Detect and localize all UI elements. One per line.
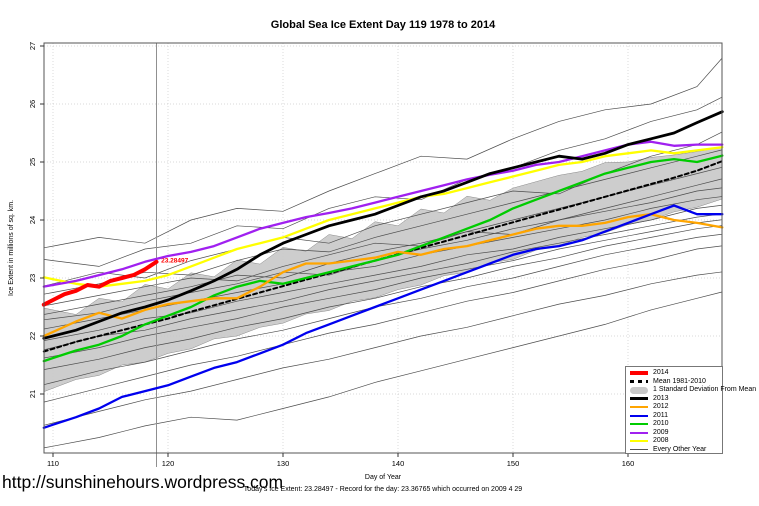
legend-swatch [630, 406, 648, 409]
every-other-year-line [43, 166, 723, 307]
legend-item-2008: 2008 [630, 437, 722, 446]
y-tick-label: 25 [28, 158, 37, 166]
current-extent-annotation: 23.28497 [161, 257, 188, 264]
y-tick-label: 26 [28, 100, 37, 108]
legend-label: 1 Standard Deviation From Mean [653, 386, 757, 393]
legend-swatch [630, 380, 648, 384]
legend-item-2013: 2013 [630, 395, 722, 404]
series-line-2011 [42, 204, 724, 429]
every-other-year-line [43, 245, 723, 403]
x-tick-label: 130 [277, 459, 290, 468]
y-tick-label: 21 [28, 390, 37, 398]
legend-label: 2011 [653, 411, 669, 419]
every-other-year-line [43, 57, 723, 249]
x-tick-label: 120 [162, 459, 175, 468]
every-other-year-line [43, 204, 723, 341]
legend-label: 2008 [653, 437, 669, 444]
series-line-2014 [41, 259, 159, 307]
series-line-2010 [42, 154, 724, 363]
legend-swatch [630, 431, 648, 434]
legend-item-2014: 2014 [630, 369, 722, 378]
legend-item-1-standard-deviation-from-mean: 1 Standard Deviation From Mean [630, 386, 756, 395]
legend-swatch [630, 423, 648, 426]
legend-swatch [630, 386, 648, 394]
y-axis-label: Ice Extent in millions of sq. km. [8, 200, 15, 296]
every-other-year-line [43, 178, 723, 315]
every-other-year-line [43, 233, 723, 386]
legend-item-mean-1981-2010: Mean 1981-2010 [630, 378, 722, 387]
every-other-year-line [43, 196, 723, 330]
legend-label: 2012 [653, 403, 669, 410]
every-other-year-line [43, 271, 723, 426]
y-tick-label: 23 [28, 274, 37, 282]
legend-label: 2013 [653, 394, 669, 402]
series-line-2013 [42, 110, 724, 340]
y-tick-label: 22 [28, 332, 37, 340]
x-tick-label: 140 [392, 459, 405, 468]
stats-line: Today's Ice Extent: 23.28497 - Record fo… [243, 486, 523, 493]
legend-label: Every Other Year [653, 445, 707, 453]
legend-label: 2014 [653, 369, 669, 376]
every-other-year-line [43, 213, 723, 351]
x-tick-label: 160 [622, 459, 635, 468]
legend-label: 2010 [653, 420, 669, 427]
x-tick-label: 150 [507, 459, 520, 468]
legend-label: 2009 [653, 428, 669, 436]
legend-swatch [630, 449, 648, 451]
legend-swatch [630, 397, 648, 401]
every-other-year-line [43, 219, 723, 359]
plot-border [43, 42, 723, 454]
legend-label: Mean 1981-2010 [653, 377, 706, 385]
legend-swatch [630, 414, 648, 417]
legend-item-2009: 2009 [630, 429, 722, 438]
chart-title: Global Sea Ice Extent Day 119 1978 to 20… [270, 19, 496, 31]
x-axis-label: Day of Year [364, 474, 402, 481]
every-other-year-line [43, 131, 723, 287]
y-tick-label: 27 [28, 42, 37, 50]
legend-swatch [630, 440, 648, 443]
every-other-year-line [43, 96, 723, 267]
legend-item-every-other-year: Every Other Year [630, 446, 722, 455]
x-tick-label: 110 [47, 459, 59, 468]
site-url: http://sunshinehours.wordpress.com [2, 472, 284, 492]
legend-item-2010: 2010 [630, 420, 722, 429]
series-line-2008 [42, 146, 724, 288]
legend-item-2012: 2012 [630, 403, 722, 412]
y-tick-label: 24 [28, 216, 37, 224]
legend: 2014 Mean 1981-2010 1 Standard Deviation F… [625, 366, 756, 455]
every-other-year-line [43, 291, 723, 449]
series-line-2012 [42, 213, 724, 338]
legend-swatch [630, 371, 648, 376]
every-other-year-line [43, 225, 723, 370]
legend-item-2011: 2011 [630, 412, 722, 421]
